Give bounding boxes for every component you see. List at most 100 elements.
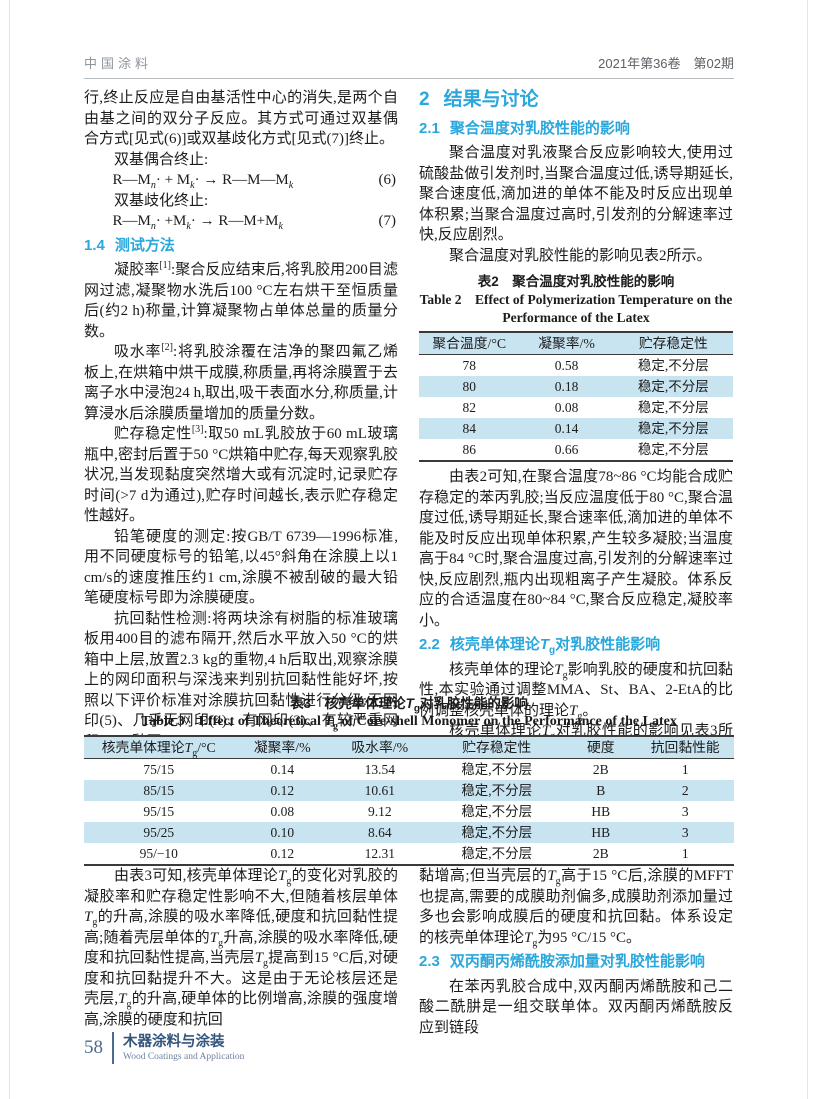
cell: 13.54 [364, 761, 395, 777]
column-header: 凝聚率/% [538, 335, 595, 351]
cell: 2B [592, 761, 609, 777]
page-header: 中国涂料 2021年第36卷 第02期 [84, 46, 734, 79]
paragraph-pencil-hardness: 铅笔硬度的测定:按GB/T 6739—1996标准,用不同硬度标号的铅笔,以45… [84, 528, 398, 607]
cell: 1 [681, 761, 689, 777]
table-row: 82 0.08 稳定,不分层 [419, 397, 733, 418]
right-column: 2 结果与讨论 2.1 聚合温度对乳胶性能的影响 聚合温度对乳液聚合反应影响较大,使… [419, 88, 733, 762]
cell: 78 [462, 357, 476, 373]
paragraph-continuation: 行,终止反应是自由基活性中心的消失,是两个自由基之间的双分子反应。其方式可通过双… [84, 90, 398, 147]
cell: 稳定,不分层 [637, 441, 709, 457]
section-number: 2.2 [419, 636, 440, 653]
table-row: 95/−10 0.12 12.31 稳定,不分层 2B 1 [84, 843, 734, 865]
footer-section-en: Wood Coatings and Application [123, 1051, 245, 1062]
section-title: 双丙酮丙烯酰胺添加量对乳胶性能影响 [449, 953, 705, 970]
section-number: 2.1 [419, 119, 440, 137]
paragraph-2-1-c: 由表2可知,在聚合温度78~86 °C均能合成贮存稳定的苯丙乳胶;当反应温度低于… [419, 469, 733, 629]
table-2: 聚合温度/°C 凝聚率/% 贮存稳定性 78 0.58 稳定,不分层 80 0.18 稳… [419, 331, 733, 462]
equation-6: R—Mn· + Mk· → R—M—Mk (6) [84, 170, 398, 191]
lower-left-column: 由表3可知,核壳单体理论Tg的变化对乳胶的凝胶率和贮存稳定性影响不大,但随着核层… [84, 866, 398, 1038]
section-heading-2-2: 2.2 核壳单体理论Tg对乳胶性能影响 [419, 635, 733, 656]
cell: 稳定,不分层 [461, 782, 533, 798]
table-row: 84 0.14 稳定,不分层 [419, 418, 733, 439]
section-heading-2-1: 2.1 聚合温度对乳胶性能的影响 [419, 119, 733, 140]
paragraph-anti-blocking: 抗回黏性检测:将两块涂有树脂的标准玻璃板用400目的滤布隔开,然后水平放入50 … [84, 610, 398, 750]
table-2-block: 表2 聚合温度对乳胶性能的影响 Table 2 Effect of Polyme… [419, 272, 733, 462]
column-header: 核壳单体理论Tg/°C [101, 739, 216, 759]
table-3-caption-en: Table 3 Effect of Theoretical Tg of Core… [141, 714, 677, 732]
cell: 0.14 [554, 420, 579, 436]
cell: 86 [462, 441, 476, 457]
table-row: 85/15 0.12 10.61 稳定,不分层 B 2 [84, 780, 734, 801]
cell: 稳定,不分层 [461, 845, 533, 861]
section-heading-2-3: 2.3 双丙酮丙烯酰胺添加量对乳胶性能影响 [419, 952, 733, 973]
section-number: 1.4 [84, 236, 105, 254]
paragraph-water-absorption: 吸水率[2]:将乳胶涂覆在洁净的聚四氟乙烯板上,在烘箱中烘干成膜,称质量,再将涂… [84, 342, 398, 422]
paragraph-table3-discussion: 由表3可知,核壳单体理论Tg的变化对乳胶的凝胶率和贮存稳定性影响不大,但随着核层… [84, 868, 398, 1028]
cell: 稳定,不分层 [637, 420, 709, 436]
equation-7-body: R—Mn· +Mk· → R—M+Mk [112, 213, 283, 232]
cell: 10.61 [364, 782, 395, 798]
table-3: 核壳单体理论Tg/°C 凝聚率/% 吸水率/% 贮存稳定性 硬度 抗回黏性能 7… [84, 735, 734, 866]
cell: 12.31 [364, 845, 395, 861]
cell: 82 [462, 399, 476, 415]
table-3-header-row: 核壳单体理论Tg/°C 凝聚率/% 吸水率/% 贮存稳定性 硬度 抗回黏性能 [84, 736, 734, 759]
paragraph-storage-stability: 贮存稳定性[3]:取50 mL乳胶放于60 mL玻璃瓶中,密封后置于50 °C烘… [84, 424, 398, 525]
paragraph-2-3-a: 在苯丙乳胶合成中,双丙酮丙烯酰胺和己二酸二酰肼是一组交联单体。双丙酮丙烯酰胺反应… [419, 978, 733, 1036]
column-header: 硬度 [586, 739, 615, 755]
column-header: 贮存稳定性 [462, 739, 532, 755]
cell: 95/25 [143, 824, 175, 840]
section-title: 测试方法 [114, 236, 175, 254]
table-3-caption-cn: 表3 核壳单体理论Tg对乳胶性能的影响 [290, 696, 528, 715]
cell: 稳定,不分层 [637, 378, 709, 394]
cell: HB [591, 803, 611, 819]
cell: 0.58 [554, 357, 579, 373]
table-row: 95/15 0.08 9.12 稳定,不分层 HB 3 [84, 801, 734, 822]
equation-7: R—Mn· +Mk· → R—M+Mk (7) [84, 211, 398, 232]
cell: 0.08 [270, 803, 295, 819]
section-number: 2.3 [419, 953, 440, 970]
cell: 0.14 [270, 761, 295, 777]
cell: 稳定,不分层 [461, 761, 533, 777]
column-header: 凝聚率/% [253, 739, 311, 755]
table-2-header-row: 聚合温度/°C 凝聚率/% 贮存稳定性 [419, 332, 733, 355]
paragraph-gel-rate: 凝胶率[1]:聚合反应结束后,将乳胶用200目滤网过滤,凝聚物水洗后100 °C… [84, 260, 398, 340]
column-header: 吸水率/% [351, 739, 409, 755]
cell: 84 [462, 420, 476, 436]
cell: 0.18 [554, 378, 579, 394]
paragraph-2-2-a: 核壳单体的理论Tg影响乳胶的硬度和抗回黏性,本实验通过调整MMA、St、BA、2… [419, 661, 733, 722]
column-header: 聚合温度/°C [432, 335, 507, 351]
cell: 0.12 [270, 782, 295, 798]
table-2-caption-en-line2: Performance of the Latex [502, 310, 650, 325]
footer-section-cn: 木器涂料与涂装 [123, 1033, 225, 1050]
table-row: 78 0.58 稳定,不分层 [419, 355, 733, 377]
section-heading-2: 2 结果与讨论 [419, 89, 733, 111]
cell: 稳定,不分层 [461, 803, 533, 819]
section-title: 核壳单体理论Tg对乳胶性能影响 [449, 636, 661, 656]
paragraph-2-1-a: 聚合温度对乳液聚合反应影响较大,使用过硫酸盐做引发剂时,当聚合温度过低,诱导期延… [419, 145, 733, 243]
table-row: 95/25 0.10 8.64 稳定,不分层 HB 3 [84, 822, 734, 843]
table-row: 75/15 0.14 13.54 稳定,不分层 2B 1 [84, 759, 734, 781]
upper-columns: 行,终止反应是自由基活性中心的消失,是两个自由基之间的双分子反应。其方式可通过双… [84, 88, 734, 762]
cell: 80 [462, 378, 476, 394]
lower-columns: 由表3可知,核壳单体理论Tg的变化对乳胶的凝胶率和贮存稳定性影响不大,但随着核层… [84, 866, 734, 1038]
cell: 0.66 [554, 441, 579, 457]
cell: 0.10 [270, 824, 295, 840]
section-title: 聚合温度对乳胶性能的影响 [449, 119, 630, 137]
table-3-block: 表3 核壳单体理论Tg对乳胶性能的影响 Table 3 Effect of Th… [84, 694, 734, 866]
table-row: 80 0.18 稳定,不分层 [419, 376, 733, 397]
paragraph-table3-discussion-cont: 黏增高;但当壳层的Tg高于15 °C后,涂膜的MFFT也提高,需要的成膜助剂偏多… [419, 868, 733, 949]
column-header: 抗回黏性能 [650, 739, 720, 755]
cell: 9.12 [367, 803, 392, 819]
disproportionation-termination-label: 双基歧化终止: [114, 192, 209, 209]
equation-6-body: R—Mn· + Mk· → R—M—Mk [112, 172, 294, 191]
cell: 稳定,不分层 [637, 357, 709, 373]
cell: B [596, 782, 606, 798]
cell: 稳定,不分层 [461, 824, 533, 840]
cell: 85/15 [143, 782, 175, 798]
journal-name: 中国涂料 [84, 56, 153, 71]
table-row: 86 0.66 稳定,不分层 [419, 439, 733, 461]
left-column: 行,终止反应是自由基活性中心的消失,是两个自由基之间的双分子反应。其方式可通过双… [84, 88, 398, 762]
equation-6-number: (6) [378, 172, 397, 188]
page-footer: 58 木器涂料与涂装 Wood Coatings and Application [84, 1032, 244, 1064]
cell: 95/15 [143, 803, 175, 819]
